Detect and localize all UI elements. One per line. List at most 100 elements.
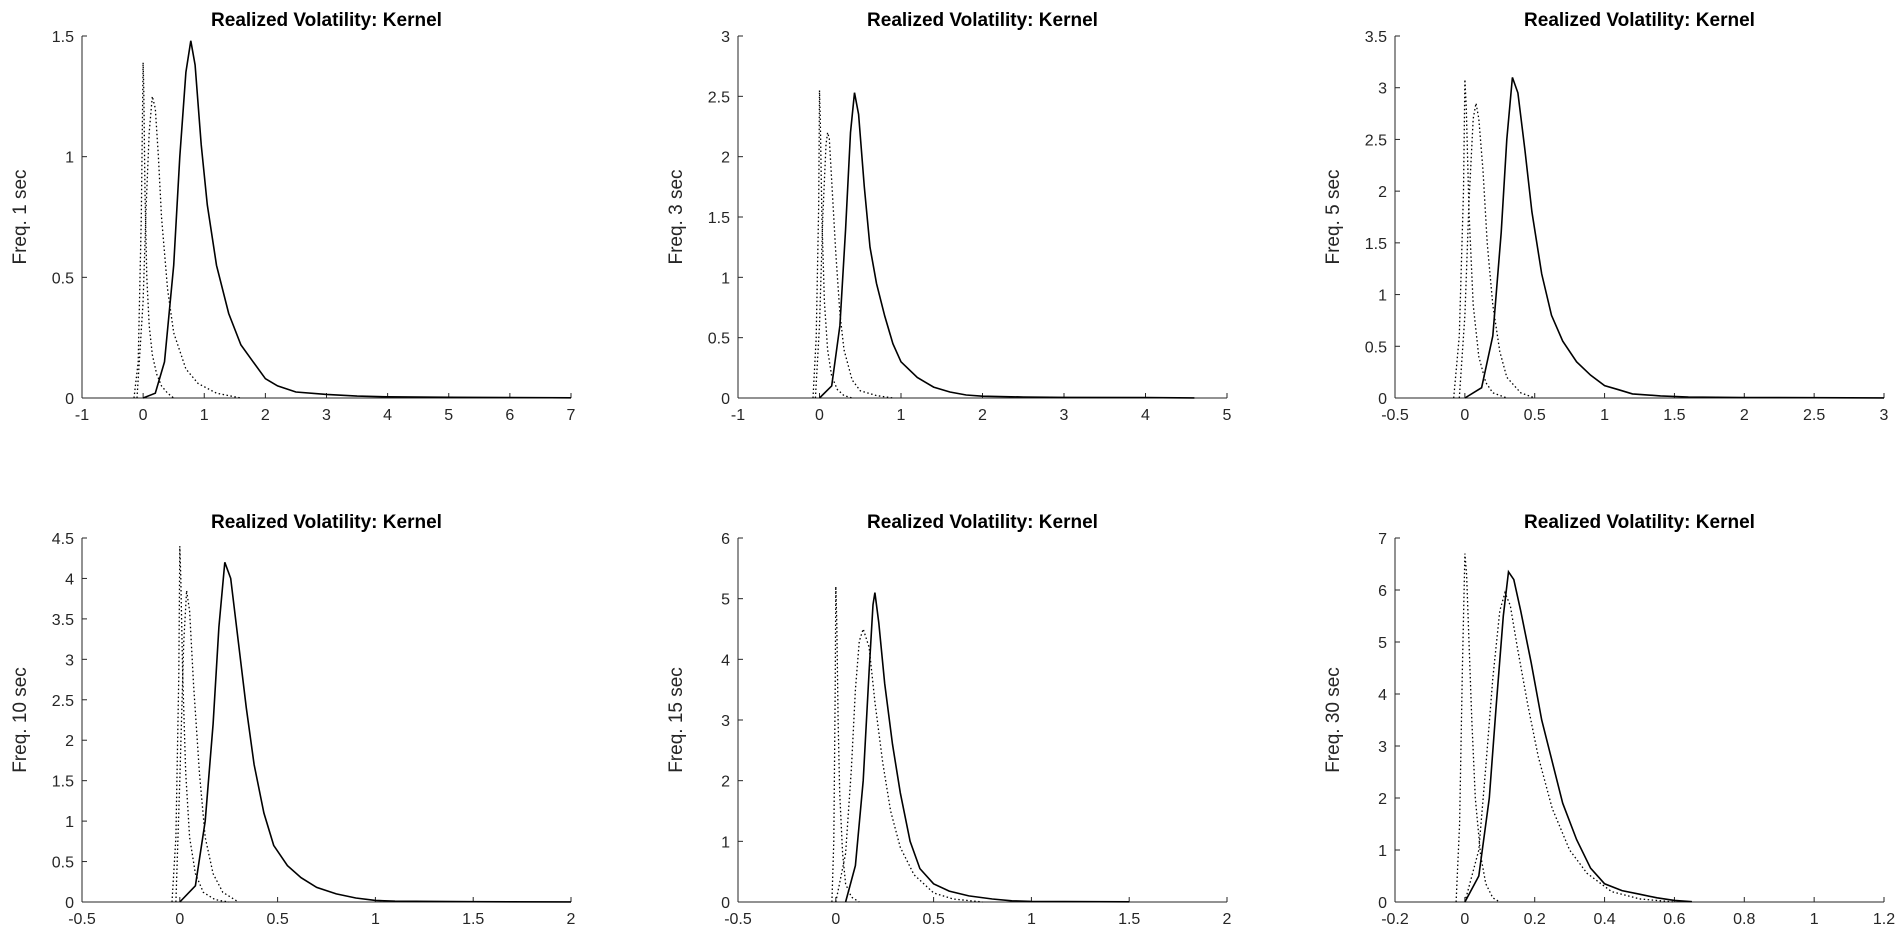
x-tick-label: 0 <box>831 911 840 928</box>
series-line-1-dotted <box>133 62 175 399</box>
chart-title: Realized Volatility: Kernel <box>1524 10 1755 31</box>
y-tick-label: 1 <box>721 834 730 851</box>
y-tick-label: 5 <box>1378 635 1387 652</box>
x-tick-label: 1.5 <box>462 911 484 928</box>
y-tick-label: 0.5 <box>708 331 730 348</box>
y-tick-label: 1 <box>65 814 74 831</box>
x-tick-label: 2 <box>1223 911 1232 928</box>
series-line-2-dotted <box>136 96 242 399</box>
x-tick-label: 2 <box>261 407 270 424</box>
y-tick-label: 2 <box>1378 184 1387 201</box>
chart-title: Realized Volatility: Kernel <box>211 10 442 31</box>
chart-title: Realized Volatility: Kernel <box>1524 512 1755 533</box>
series-line-2-dotted <box>835 626 983 903</box>
x-tick-label: 1 <box>1027 911 1036 928</box>
y-tick-label: 2 <box>721 774 730 791</box>
x-tick-label: 1.5 <box>1118 911 1140 928</box>
x-tick-label: 5 <box>1223 407 1232 424</box>
x-tick-label: 2 <box>1740 407 1749 424</box>
y-tick-label: 1 <box>1378 843 1387 860</box>
series-line-3-solid <box>142 40 572 399</box>
y-tick-label: 1 <box>65 150 74 167</box>
y-tick-label: 4 <box>65 571 74 588</box>
chart-panel-4: Realized Volatility: Kernel Freq. 10 sec -… <box>10 512 576 928</box>
x-tick-label: 0 <box>1460 911 1469 928</box>
x-tick-label: 2.5 <box>1803 407 1825 424</box>
y-tick-label: 4 <box>1378 687 1387 704</box>
series-line-3-solid <box>1464 569 1692 903</box>
y-tick-label: 3 <box>1378 81 1387 98</box>
y-tick-label: 1.5 <box>52 774 74 791</box>
y-axis-label: Freq. 1 sec <box>10 169 31 264</box>
chart-panel-3: Realized Volatility: Kernel Freq. 5 sec -0… <box>1323 10 1889 424</box>
x-tick-label: 3 <box>1880 407 1889 424</box>
x-tick-label: 5 <box>444 407 453 424</box>
series-line-1-dotted <box>1453 79 1508 399</box>
y-tick-label: 0.5 <box>52 855 74 872</box>
y-axis-label: Freq. 10 sec <box>10 667 31 773</box>
y-tick-label: 3.5 <box>52 612 74 629</box>
y-axis-label: Freq. 3 sec <box>666 169 687 264</box>
x-tick-label: -0.5 <box>1381 407 1409 424</box>
series-line-2-dotted <box>1458 103 1535 399</box>
x-tick-label: 1 <box>371 911 380 928</box>
x-tick-label: 4 <box>1141 407 1150 424</box>
series-line-1-dotted <box>831 586 860 903</box>
y-tick-label: 5 <box>721 592 730 609</box>
y-tick-label: 3 <box>721 29 730 46</box>
x-tick-label: 6 <box>505 407 514 424</box>
y-tick-label: 0 <box>721 391 730 408</box>
y-tick-label: 0 <box>721 895 730 912</box>
y-tick-label: 2 <box>1378 791 1387 808</box>
y-tick-label: 3 <box>1378 739 1387 756</box>
x-tick-label: 0.8 <box>1733 911 1755 928</box>
y-tick-label: 4 <box>721 652 730 669</box>
series-line-3-solid <box>1464 77 1885 399</box>
series-line-1-dotted <box>1455 553 1501 903</box>
y-axis-label: Freq. 5 sec <box>1323 169 1344 264</box>
y-tick-label: 1.5 <box>708 210 730 227</box>
x-tick-label: 7 <box>567 407 576 424</box>
x-tick-label: 0 <box>175 911 184 928</box>
x-tick-label: -0.2 <box>1381 911 1409 928</box>
x-tick-label: 0 <box>815 407 824 424</box>
y-tick-label: 3 <box>721 713 730 730</box>
x-tick-label: 0.2 <box>1524 911 1546 928</box>
series-line-3-solid <box>844 592 1130 903</box>
y-tick-label: 6 <box>1378 583 1387 600</box>
x-tick-label: 0.5 <box>266 911 288 928</box>
y-tick-label: 2 <box>65 733 74 750</box>
y-tick-label: 4.5 <box>52 531 74 548</box>
y-tick-label: 1.5 <box>52 29 74 46</box>
x-tick-label: 0.5 <box>1524 407 1546 424</box>
y-tick-label: 3 <box>65 652 74 669</box>
y-tick-label: 0 <box>65 895 74 912</box>
x-tick-label: 4 <box>383 407 392 424</box>
x-tick-label: 1 <box>1600 407 1609 424</box>
series-line-3-solid <box>818 92 1195 399</box>
chart-panel-2: Realized Volatility: Kernel Freq. 3 sec -1… <box>666 10 1232 424</box>
y-tick-label: 2.5 <box>1365 132 1387 149</box>
y-tick-label: 1.5 <box>1365 236 1387 253</box>
chart-panel-1: Realized Volatility: Kernel Freq. 1 sec -1… <box>10 10 576 424</box>
x-tick-label: -0.5 <box>724 911 752 928</box>
y-tick-label: 0 <box>65 391 74 408</box>
y-tick-label: 0.5 <box>1365 339 1387 356</box>
x-tick-label: 2 <box>978 407 987 424</box>
x-tick-label: 0.5 <box>922 911 944 928</box>
y-tick-label: 2 <box>721 150 730 167</box>
chart-title: Realized Volatility: Kernel <box>211 512 442 533</box>
series-line-2-dotted <box>1464 590 1675 903</box>
y-tick-label: 3.5 <box>1365 29 1387 46</box>
x-tick-label: 1 <box>897 407 906 424</box>
chart-title: Realized Volatility: Kernel <box>867 10 1098 31</box>
y-tick-label: 0 <box>1378 895 1387 912</box>
x-tick-label: 3 <box>1060 407 1069 424</box>
y-tick-label: 0 <box>1378 391 1387 408</box>
x-tick-label: 1.5 <box>1663 407 1685 424</box>
x-tick-label: 0.6 <box>1663 911 1685 928</box>
y-tick-label: 7 <box>1378 531 1387 548</box>
y-tick-label: 2.5 <box>52 693 74 710</box>
y-axis-label: Freq. 15 sec <box>666 667 687 773</box>
